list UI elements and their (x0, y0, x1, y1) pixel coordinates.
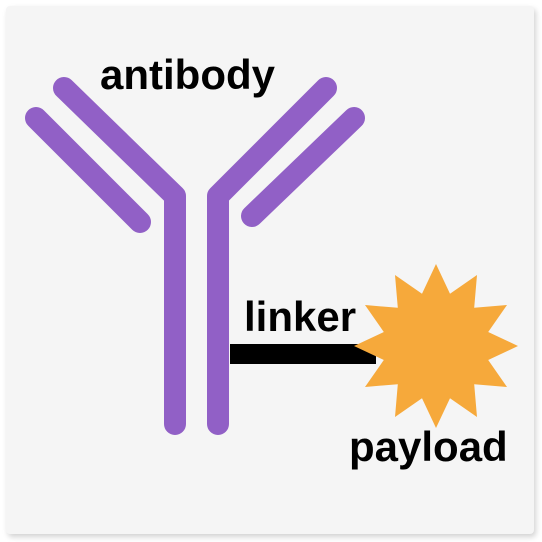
linker-bar (230, 344, 376, 364)
payload-starburst (354, 264, 518, 428)
linker-label: linker (244, 293, 356, 340)
antibody-right-light-chain (241, 107, 365, 227)
antibody-left-heavy-chain (53, 77, 186, 435)
antibody-right-heavy-chain (207, 77, 337, 435)
antibody-left-light-chain (25, 107, 151, 233)
antibody-shape (25, 77, 365, 435)
diagram-card (6, 6, 534, 534)
antibody-label: antibody (100, 51, 276, 98)
payload-label: payload (349, 423, 508, 470)
